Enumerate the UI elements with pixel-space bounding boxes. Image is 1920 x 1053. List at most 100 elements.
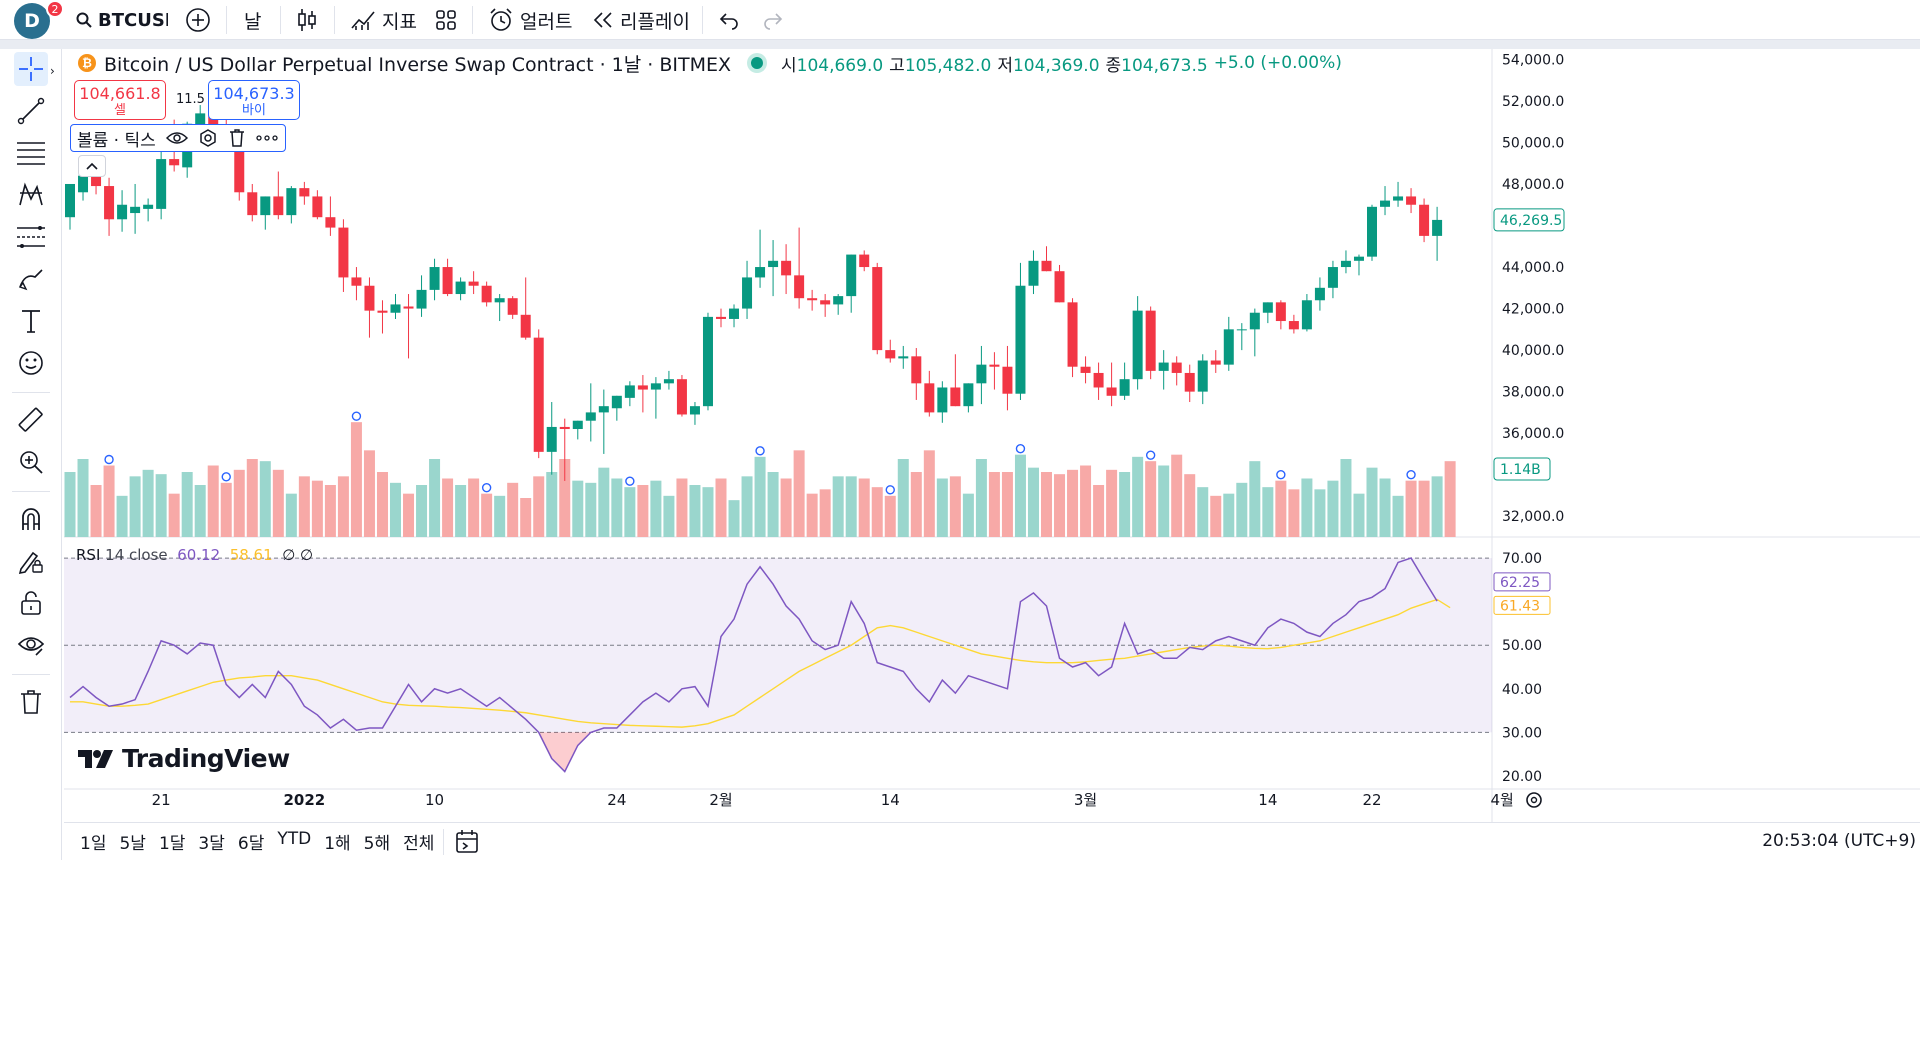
range-button-6[interactable]: 1해	[324, 834, 351, 854]
brush-tool[interactable]	[14, 262, 48, 296]
candle-body	[117, 204, 128, 220]
candle-body	[507, 298, 518, 315]
range-button-5[interactable]: YTD	[277, 829, 312, 849]
chart-type-button[interactable]	[296, 0, 318, 40]
settings-icon[interactable]	[198, 128, 218, 148]
hide-drawings-tool[interactable]	[14, 628, 48, 662]
candle-body	[1184, 372, 1195, 392]
chart-canvas[interactable]: 54,000.0 52,000.0 50,000.0 48,000.0 44,000.0…	[64, 49, 1920, 822]
projection-tool[interactable]	[14, 220, 48, 254]
candle-body	[1041, 260, 1052, 272]
projection-icon	[17, 226, 45, 248]
rsi-axis-label: 40.00	[1502, 682, 1542, 698]
volume-bar	[637, 485, 649, 537]
candle-body	[663, 379, 674, 384]
volume-bar	[64, 472, 76, 537]
range-button-4[interactable]: 6달	[237, 834, 265, 854]
volume-bar	[1119, 472, 1131, 537]
candle-body	[195, 113, 206, 126]
collapse-legend-button[interactable]	[78, 155, 106, 177]
rsi-legend[interactable]: RSI 14 close 60.12 58.61 ∅ ∅	[76, 546, 313, 564]
go-to-date-button[interactable]	[454, 829, 480, 859]
candle-body	[533, 337, 544, 452]
plus-circle-icon	[186, 8, 210, 32]
lock-drawing-tool[interactable]	[14, 544, 48, 578]
trash-icon[interactable]	[228, 128, 246, 148]
tool-expand-arrow-icon[interactable]: ›	[50, 64, 55, 78]
remove-drawings-tool[interactable]	[14, 685, 48, 719]
emoji-tool[interactable]	[14, 346, 48, 380]
volume-bar	[90, 485, 102, 537]
volume-bar	[1327, 480, 1339, 537]
search-icon	[76, 12, 92, 28]
zoom-in-tool[interactable]	[14, 445, 48, 479]
event-marker-icon	[1015, 443, 1026, 454]
volume-bar	[819, 489, 831, 537]
crosshair-tool[interactable]	[14, 52, 48, 86]
range-button-2[interactable]: 1달	[158, 834, 186, 854]
candle-body	[1080, 366, 1091, 373]
candle-body	[859, 254, 870, 268]
volume-bar	[403, 493, 415, 537]
redo-button[interactable]	[762, 0, 784, 40]
candle-body	[65, 183, 75, 218]
pattern-tool[interactable]	[14, 178, 48, 212]
magnet-tool[interactable]	[14, 502, 48, 536]
alerts-button[interactable]: 얼러트	[488, 0, 572, 40]
clock-timezone[interactable]: 20:53:04 (UTC+9)	[1762, 831, 1916, 851]
interval-button[interactable]: 날	[244, 0, 261, 40]
toolbar-divider	[0, 40, 1920, 49]
volume-bar	[259, 461, 271, 537]
candle-body	[1145, 310, 1156, 371]
text-tool[interactable]	[14, 304, 48, 338]
volume-bar	[585, 482, 597, 537]
candle-body	[976, 364, 987, 384]
candle-body	[1106, 387, 1117, 396]
tradingview-logo[interactable]: TradingView	[78, 744, 290, 773]
volume-bar	[390, 482, 401, 537]
time-axis-label: 14	[1258, 791, 1277, 809]
pattern-icon	[19, 182, 43, 206]
fib-tool[interactable]	[14, 136, 48, 170]
range-button-8[interactable]: 전체	[403, 834, 435, 854]
candle-body	[1406, 196, 1417, 205]
templates-button[interactable]	[434, 0, 458, 40]
symbol-search-button[interactable]: BTCUSD.P	[76, 0, 168, 40]
volume-bar	[1132, 456, 1144, 537]
sell-price: 104,661.8	[79, 84, 161, 103]
event-marker-icon	[755, 446, 765, 456]
range-button-3[interactable]: 3달	[198, 834, 225, 854]
replay-button[interactable]: 리플레이	[592, 0, 690, 40]
volume-bar	[129, 476, 141, 537]
candle-body	[1380, 200, 1391, 207]
indicators-button[interactable]: 지표	[350, 0, 417, 40]
sell-button[interactable]: 104,661.8 셀	[74, 80, 166, 120]
range-button-7[interactable]: 5해	[363, 834, 391, 854]
candle-body	[1262, 302, 1273, 313]
trend-line-icon	[17, 97, 45, 125]
bottom-toolbar: 1일 5날 1달 3달 6달 YTD 1해 5해 전체 20:53:04 (UTC+9)	[64, 822, 1920, 860]
volume-bar	[1184, 474, 1196, 537]
price-axis-label: 42,000.0	[1502, 302, 1564, 318]
event-marker-icon	[625, 476, 635, 486]
buy-button[interactable]: 104,673.3 바이	[208, 80, 300, 120]
candle-body	[1093, 372, 1104, 388]
close-value: 104,673.5	[1121, 55, 1208, 76]
lock-all-tool[interactable]	[14, 586, 48, 620]
more-icon[interactable]	[256, 134, 278, 142]
volume-legend[interactable]: 볼륨 · 틱스	[70, 124, 286, 152]
price-axis-label: 36,000.0	[1502, 426, 1564, 442]
symbol-title[interactable]: Bitcoin / US Dollar Perpetual Inverse Sw…	[104, 53, 731, 76]
undo-button[interactable]	[718, 0, 740, 40]
eye-icon[interactable]	[165, 130, 188, 146]
chart-area[interactable]: 54,000.0 52,000.0 50,000.0 48,000.0 44,000.0…	[64, 49, 1920, 1053]
volume-bar	[598, 467, 610, 537]
last-price-label: 46,269.5	[1500, 213, 1562, 229]
settings-gear-icon	[1526, 792, 1542, 808]
compare-symbol-button[interactable]	[185, 0, 211, 40]
measure-tool[interactable]	[14, 403, 48, 437]
trend-line-tool[interactable]	[14, 94, 48, 128]
range-button-1[interactable]: 5날	[119, 834, 146, 854]
user-avatar[interactable]: D	[14, 3, 50, 39]
range-button-0[interactable]: 1일	[80, 834, 107, 854]
